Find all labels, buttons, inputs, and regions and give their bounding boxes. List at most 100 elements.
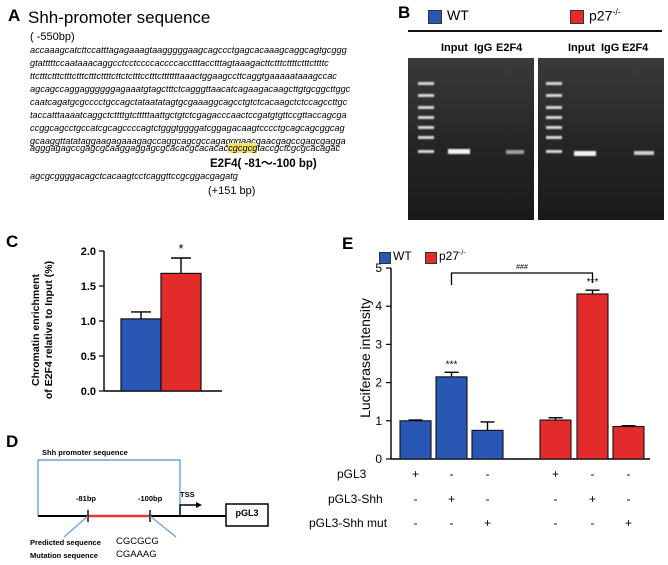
e2f4-site-label: E2F4( -81～-100 bp) — [210, 158, 317, 170]
mutation-label: Mutation sequence — [30, 551, 98, 560]
legend-label-wt: WT — [447, 7, 469, 23]
bar — [539, 419, 572, 460]
condition-sign: - — [590, 516, 595, 530]
legend-label-p27-text: p27 — [439, 249, 460, 263]
ladder-right — [546, 82, 562, 153]
pgl3-box-label: pGL3 — [235, 508, 259, 518]
condition-sign: + — [411, 467, 419, 481]
condition-sign: - — [413, 516, 418, 530]
legend-swatch-p27 — [570, 10, 584, 24]
condition-sign: - — [590, 467, 595, 481]
sequence-line: gtatttttccaataaacaggcctcctccccaccccacctt… — [30, 58, 329, 68]
sequence-line: agcagccaggaggggggagaaatgtagctttctcagggtt… — [30, 84, 351, 94]
lane-label-e2f4: E2F4 — [496, 42, 523, 54]
panel-letter-e: E — [342, 234, 354, 253]
bands — [448, 149, 654, 156]
legend-label-p27-sup: -/- — [459, 250, 466, 257]
sequence-line: gcaaggttatataggaagagaaagagccaggcagcgccag… — [30, 136, 346, 146]
condition-sign: + — [447, 492, 455, 506]
header-rule — [408, 30, 662, 32]
bar — [435, 376, 468, 460]
sequence-line-head: agggagagccgagcgcaaggaggagcgcacacgcacacac — [30, 143, 229, 153]
panel-letter-c: C — [6, 232, 19, 251]
condition-sign: - — [485, 467, 490, 481]
sequence-line: ccggcagcctgccatcgcagccccagtctgggtggggatc… — [30, 123, 345, 133]
predicted-seq: CGCGCG — [116, 536, 159, 547]
lane-label-input: Input — [568, 42, 595, 54]
condition-sign: - — [626, 467, 631, 481]
panel-letter-b: B — [398, 3, 411, 22]
sequence-line: ttctttctttctttctttctttcttttcttctctttcctt… — [30, 71, 337, 81]
y-tick-label: 0.0 — [81, 386, 96, 398]
mutation-seq: CGAAAG — [116, 549, 157, 560]
sequence-line: caatcagatgcgcccctgccagctataatatagtgcgaaa… — [30, 97, 348, 107]
y-tick-label: 4 — [375, 299, 382, 313]
condition-sign: - — [413, 492, 418, 506]
y-tick-label: 1 — [375, 414, 382, 428]
band-p27-e2f4 — [634, 151, 654, 155]
sequence-start-label: ( -550bp) — [30, 31, 75, 43]
gel-image — [408, 58, 664, 220]
condition-sign: - — [553, 516, 558, 530]
condition-sign: + — [483, 516, 491, 530]
lane-label-e2f4: E2F4 — [622, 42, 649, 54]
promoter-bracket — [37, 459, 181, 516]
condition-sign: - — [449, 516, 454, 530]
y-tick-label: 0.5 — [81, 351, 96, 363]
panel-letter-d: D — [6, 432, 19, 451]
row-label-pgl3: pGL3 — [337, 467, 367, 481]
sequence-end-label: (+151 bp) — [208, 185, 256, 197]
legend-label-wt: WT — [393, 249, 412, 263]
legend-swatch-p27 — [425, 252, 437, 264]
tss-arrow — [179, 504, 196, 516]
bar — [612, 425, 645, 460]
legend-label-p27: p27-/- — [439, 249, 466, 263]
row-label-pgl3-shh: pGL3-Shh — [328, 492, 383, 506]
panel-d-title: Shh promoter sequence — [42, 448, 128, 457]
condition-sign: - — [449, 467, 454, 481]
y-tick-label: 2 — [375, 376, 382, 390]
lane-label-igg: IgG — [474, 42, 493, 54]
ladder-left — [418, 82, 434, 153]
condition-sign: - — [553, 492, 558, 506]
comparison-significance: ### — [516, 264, 528, 271]
lane-label-igg: IgG — [601, 42, 620, 54]
band-wt-e2f4 — [506, 150, 524, 154]
sequence-line-with-site: agggagagccgagcgcaaggaggagcgcacacgcacacac… — [30, 143, 340, 153]
sequence-line: taccatttaaaatcaggctcttttgtctttttaattgctg… — [30, 110, 347, 120]
lane-label-input: Input — [441, 42, 468, 54]
significance-mark: *** — [446, 359, 458, 370]
predicted-label: Predicted sequence — [30, 538, 101, 547]
bar — [576, 293, 609, 460]
sequence-line-tail: taccgctcgcgcacagac — [257, 143, 341, 153]
mark-81bp: -81bp — [76, 494, 97, 503]
y-tick-label: 5 — [375, 261, 382, 275]
band-wt-input — [448, 149, 470, 154]
bar-p27-/- — [160, 272, 202, 392]
y-tick-label: 1.5 — [81, 281, 96, 293]
tss-label: TSS — [180, 490, 195, 499]
band-p27-input — [574, 151, 596, 156]
condition-sign: + — [588, 492, 596, 506]
condition-sign: + — [624, 516, 632, 530]
condition-sign: - — [626, 492, 631, 506]
y-tick-label: 3 — [375, 337, 382, 351]
sequence-line: accaaagcatcttccatttagagaaagtaagggggaagca… — [30, 45, 347, 55]
pgl3-box — [225, 503, 269, 527]
comparison-bracket — [450, 272, 594, 285]
e2f4-binding-site: cgcgcg — [228, 143, 258, 153]
bar — [471, 429, 504, 460]
condition-sign: - — [485, 492, 490, 506]
legend-label-p27-sup: -/- — [612, 7, 621, 17]
condition-sign: + — [551, 467, 559, 481]
bar — [399, 420, 432, 460]
y-tick-label: 0 — [375, 452, 382, 466]
legend-swatch-wt — [379, 252, 391, 264]
legend-label-p27-text: p27 — [589, 7, 613, 24]
y-tick-label: 2.0 — [81, 246, 96, 258]
row-label-pgl3-shh-mut: pGL3-Shh mut — [309, 516, 388, 530]
y-tick-label: 1.0 — [81, 316, 96, 328]
